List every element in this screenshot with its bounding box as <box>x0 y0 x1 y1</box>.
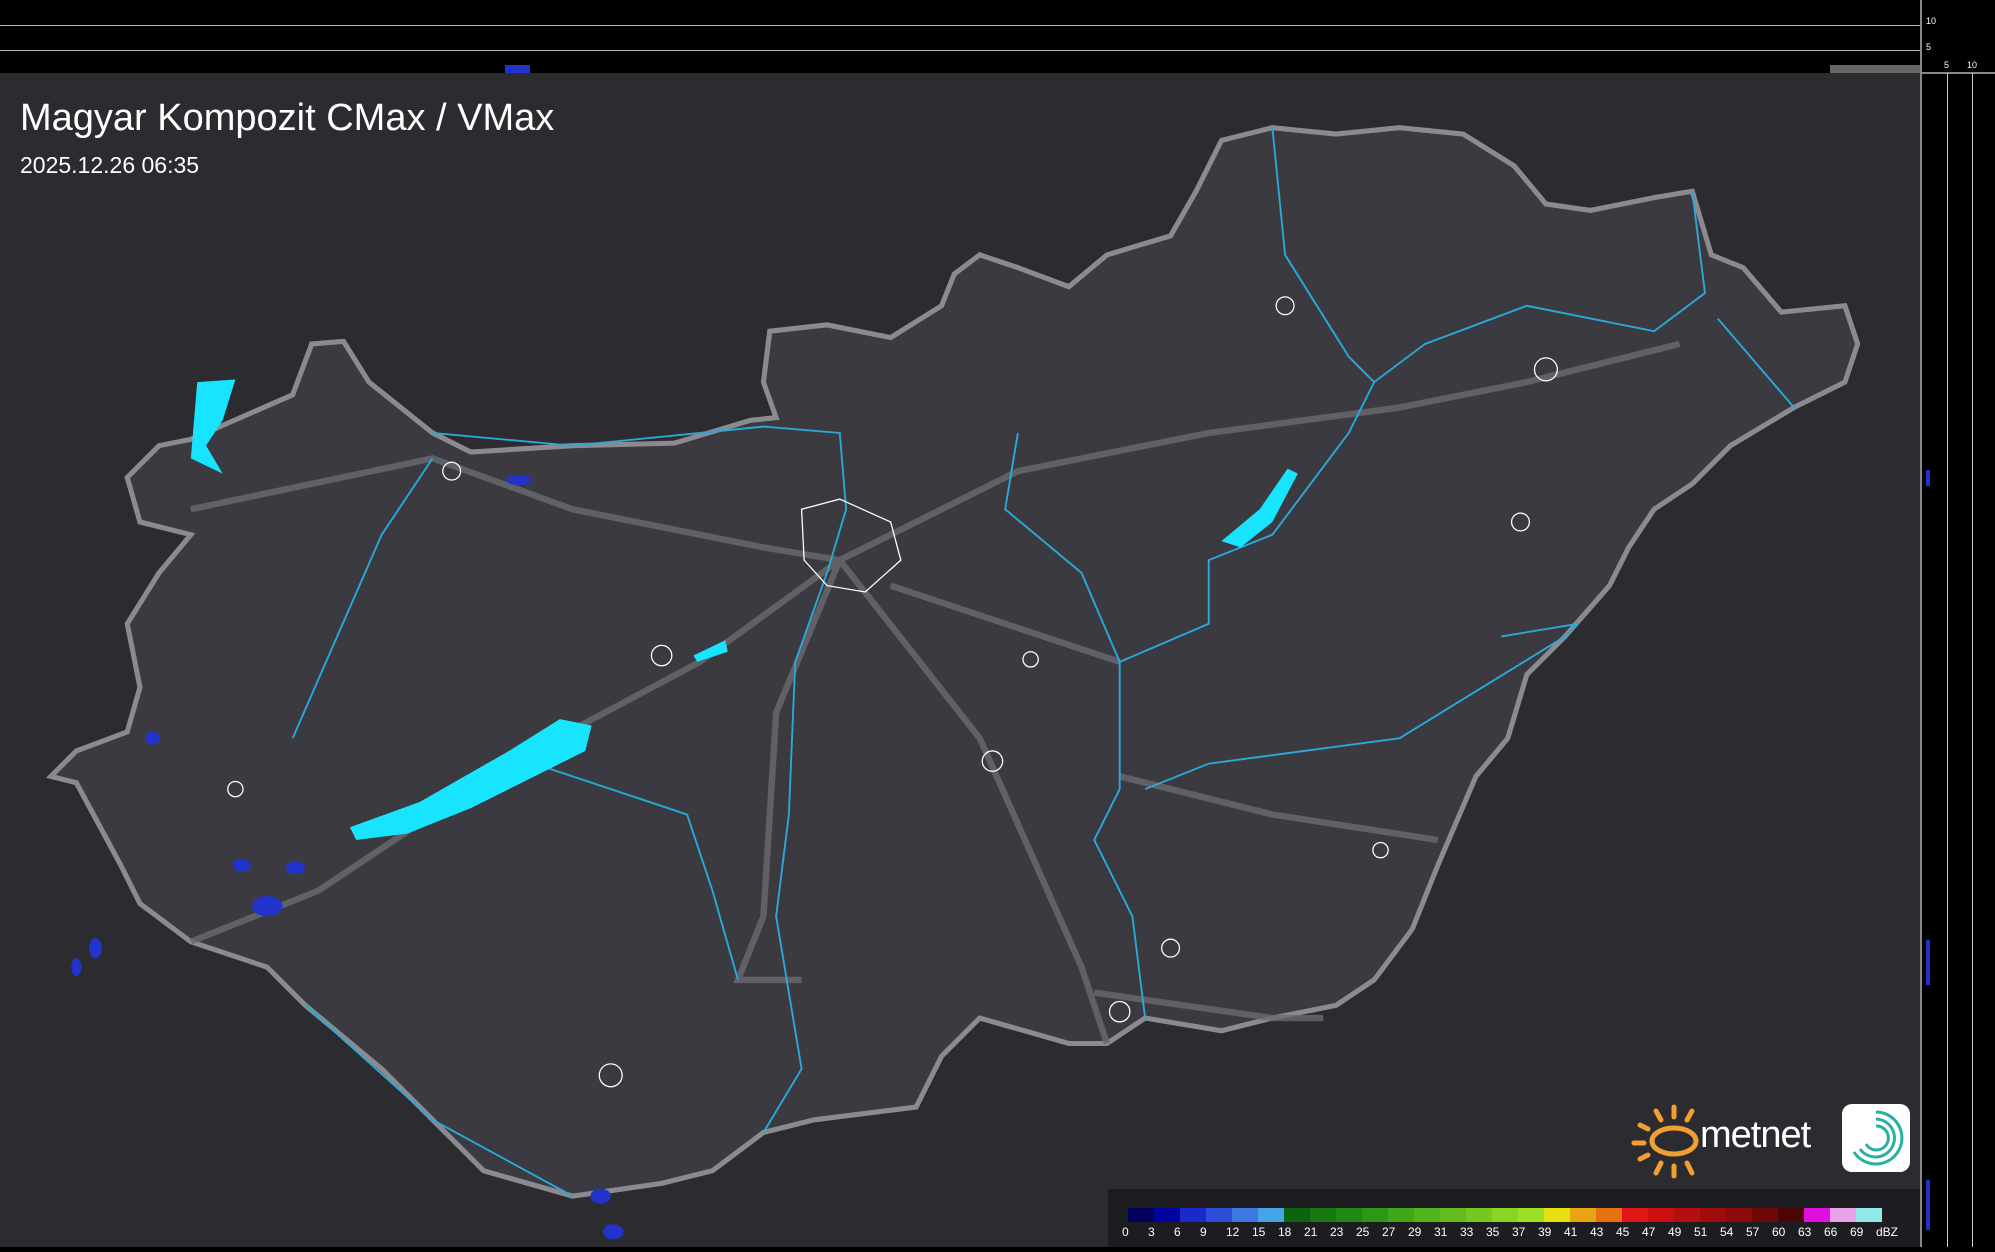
legend-label: 18 <box>1278 1225 1292 1239</box>
profile-gridline-5 <box>1947 73 1948 1247</box>
legend-swatch <box>1388 1208 1414 1222</box>
profile-echo <box>1926 940 1930 985</box>
legend-label: 43 <box>1590 1225 1604 1239</box>
precipitation-echoes <box>71 474 624 1240</box>
legend-label: 3 <box>1148 1225 1155 1239</box>
legend-swatch <box>1622 1208 1648 1222</box>
profile-echo <box>505 65 530 73</box>
legend-swatch <box>1700 1208 1726 1222</box>
brand-name: metnet <box>1700 1114 1811 1156</box>
vertical-profile-panel: 10 5 5 10 <box>1920 0 1995 1247</box>
map-title: Magyar Kompozit CMax / VMax <box>20 97 555 139</box>
legend-label: 39 <box>1538 1225 1552 1239</box>
legend-swatch <box>1206 1208 1232 1222</box>
lake-ferto <box>190 379 236 474</box>
drava-river <box>304 1004 574 1197</box>
profile-label: 5 <box>1944 60 1950 70</box>
legend-label: 45 <box>1616 1225 1630 1239</box>
legend-swatch <box>1310 1208 1336 1222</box>
swirl-icon <box>1842 1104 1910 1172</box>
legend-swatch <box>1154 1208 1180 1222</box>
legend-swatch <box>1726 1208 1752 1222</box>
profile-gridline-10 <box>0 25 1920 26</box>
tisza-river <box>1093 191 1706 1019</box>
legend-swatch <box>1804 1208 1830 1222</box>
legend-label: 54 <box>1720 1225 1734 1239</box>
profile-echo <box>1926 1180 1930 1230</box>
profile-label: 5 <box>1926 42 1932 52</box>
legend-label: 51 <box>1694 1225 1708 1239</box>
legend-swatch <box>1336 1208 1362 1222</box>
profile-gridline-5 <box>0 50 1920 51</box>
legend-swatch <box>1180 1208 1206 1222</box>
lakes <box>190 379 1298 840</box>
profile-label: 10 <box>1926 16 1937 26</box>
legend-label: 57 <box>1746 1225 1760 1239</box>
legend-label: 29 <box>1408 1225 1422 1239</box>
legend-label: 49 <box>1668 1225 1682 1239</box>
profile-echo <box>1830 65 1920 73</box>
legend-colorbar <box>1128 1208 1882 1222</box>
legend-swatch <box>1466 1208 1492 1222</box>
legend-unit: dBZ <box>1876 1225 1899 1239</box>
profile-gridline-10 <box>1972 73 1973 1247</box>
legend-label: 33 <box>1460 1225 1474 1239</box>
legend-label: 12 <box>1226 1225 1240 1239</box>
legend-label: 69 <box>1850 1225 1864 1239</box>
legend-label: 37 <box>1512 1225 1526 1239</box>
map-drawing <box>45 125 1861 1240</box>
legend-label: 47 <box>1642 1225 1656 1239</box>
legend-label: 41 <box>1564 1225 1578 1239</box>
lake-balaton <box>349 719 592 840</box>
danube-river <box>432 425 848 1134</box>
legend-swatch <box>1570 1208 1596 1222</box>
legend-swatch <box>1752 1208 1778 1222</box>
legend-label: 15 <box>1252 1225 1266 1239</box>
legend-swatch <box>1258 1208 1284 1222</box>
legend-label: 35 <box>1486 1225 1500 1239</box>
profile-label: 10 <box>1967 60 1978 70</box>
legend-swatch <box>1518 1208 1544 1222</box>
legend-label: 6 <box>1174 1225 1181 1239</box>
legend-swatch <box>1674 1208 1700 1222</box>
legend-label: 66 <box>1824 1225 1838 1239</box>
lake-tisza <box>1221 468 1298 548</box>
legend-labels: 0 3 6 9 12 15 18 21 23 25 27 29 31 33 35 37 39 41 43 45 47 49… <box>1122 1225 1918 1239</box>
metnet-logo: metnet <box>1630 1101 1915 1179</box>
legend-swatch <box>1544 1208 1570 1222</box>
legend-swatch <box>1778 1208 1804 1222</box>
legend-swatch <box>1648 1208 1674 1222</box>
sun-icon <box>1631 1104 1699 1179</box>
lake-velence <box>693 640 728 662</box>
radar-map[interactable]: Magyar Kompozit CMax / VMax 2025.12.26 0… <box>0 73 1920 1247</box>
legend-swatch <box>1232 1208 1258 1222</box>
legend-swatch <box>1856 1208 1882 1222</box>
legend-label: 31 <box>1434 1225 1448 1239</box>
legend-label: 60 <box>1772 1225 1786 1239</box>
legend-label: 23 <box>1330 1225 1344 1239</box>
legend-swatch <box>1284 1208 1310 1222</box>
legend-label: 25 <box>1356 1225 1370 1239</box>
legend-swatch <box>1440 1208 1466 1222</box>
legend-label: 63 <box>1798 1225 1812 1239</box>
profile-echo <box>1926 470 1930 486</box>
legend-swatch <box>1830 1208 1856 1222</box>
hungary-area <box>45 125 1861 1199</box>
legend-label: 21 <box>1304 1225 1318 1239</box>
legend-label: 9 <box>1200 1225 1207 1239</box>
map-timestamp: 2025.12.26 06:35 <box>20 152 200 178</box>
legend-swatch <box>1596 1208 1622 1222</box>
legend-swatch <box>1128 1208 1154 1222</box>
legend-swatch <box>1492 1208 1518 1222</box>
legend-swatch <box>1362 1208 1388 1222</box>
dbz-legend: 0 3 6 9 12 15 18 21 23 25 27 29 31 33 35 37 39 41 43 45 47 49… <box>1108 1189 1920 1247</box>
legend-label: 0 <box>1122 1225 1129 1239</box>
legend-label: 27 <box>1382 1225 1396 1239</box>
rivers <box>291 127 1795 1197</box>
horizontal-profile-panel <box>0 0 1920 73</box>
legend-swatch <box>1414 1208 1440 1222</box>
city-outlines <box>227 296 1559 1088</box>
